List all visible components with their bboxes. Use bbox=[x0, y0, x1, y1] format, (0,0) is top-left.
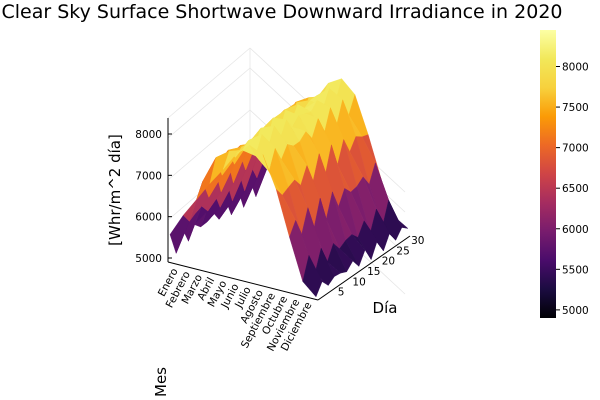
z-tick-label: 6000 bbox=[135, 212, 162, 224]
surface-plot bbox=[169, 78, 409, 298]
z-axis-label: [Whr/m^2 día] bbox=[106, 134, 124, 246]
colorbar-tick-label: 5000 bbox=[562, 305, 589, 317]
y-tick-label: 25 bbox=[396, 245, 409, 257]
surface-patch bbox=[302, 254, 323, 298]
colorbar-ticks: 5000 5500 6000 6500 7000 7500 8000 bbox=[556, 62, 589, 317]
chart-title: Clear Sky Surface Shortwave Downward Irr… bbox=[1, 1, 562, 23]
z-ticks: 5000 6000 7000 8000 bbox=[135, 129, 172, 265]
y-tick-label: 5 bbox=[338, 287, 345, 299]
x-axis-label: Mes bbox=[152, 367, 170, 397]
y-tick-label: 10 bbox=[352, 276, 365, 288]
x-axis-line bbox=[167, 261, 319, 301]
y-tick-label: 15 bbox=[367, 266, 380, 278]
colorbar-tick-label: 8000 bbox=[562, 62, 589, 74]
colorbar-tick-label: 7000 bbox=[562, 143, 589, 155]
y-tick-label: 30 bbox=[411, 235, 424, 247]
colorbar-tick-label: 6500 bbox=[562, 183, 589, 195]
colorbar-tick-label: 7500 bbox=[562, 102, 589, 114]
colorbar-tick-label: 6000 bbox=[562, 224, 589, 236]
z-tick-label: 8000 bbox=[135, 129, 162, 141]
colorbar bbox=[540, 30, 556, 318]
y-tick-label: 20 bbox=[382, 256, 395, 268]
y-axis-line bbox=[317, 235, 411, 301]
z-tick-label: 7000 bbox=[135, 170, 162, 182]
colorbar-tick-label: 5500 bbox=[562, 264, 589, 276]
y-axis-label: Día bbox=[373, 299, 398, 317]
z-tick-label: 5000 bbox=[135, 253, 162, 265]
